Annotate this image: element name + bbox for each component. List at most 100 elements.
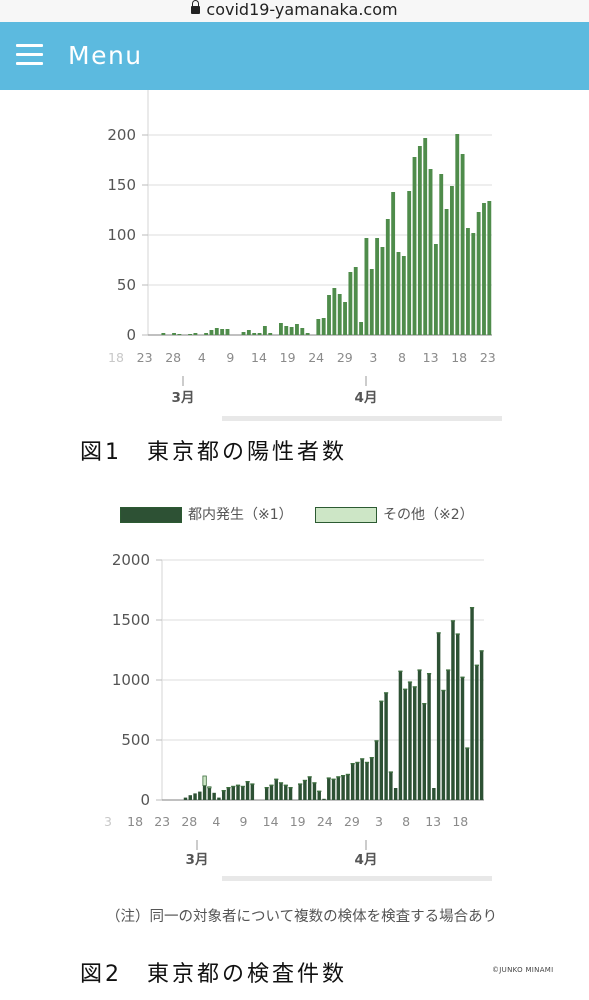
bar [236,785,240,800]
bar [188,795,192,800]
bar [487,201,492,335]
bar [217,797,221,800]
bar [288,788,293,800]
bar-other [450,620,456,622]
bar-other [455,633,460,635]
y-tick-label: 1500 [112,611,150,629]
bar-other [302,779,308,782]
bar [441,690,446,800]
bar-other [407,681,413,683]
x-tick-label: 9 [240,814,248,829]
bar [422,704,427,800]
bar-other [288,786,293,789]
bar [212,792,216,800]
bar [225,329,230,335]
bar [305,333,310,335]
bar-other [474,664,479,666]
top-nav-bar: Menu [0,22,589,90]
chart-scrollbar [222,876,492,881]
bar-other [231,785,236,788]
url-bar[interactable]: covid19-yamanaka.com [0,0,589,22]
month-label: 3月 [172,390,195,406]
x-tick-label: 4 [212,814,220,829]
bar-other [336,776,341,778]
bar [246,330,251,335]
bar [161,333,166,335]
bar [401,256,406,335]
bar [433,244,438,335]
bar [446,670,450,800]
x-tick-label: 23 [137,350,153,365]
bar-other [207,786,212,789]
x-tick-label: 24 [317,814,333,829]
positive-cases-chart: 0 50 100 150 200 18 23 28 4 9 14 19 24 29 3 8 13 18 23 3月… [107,90,502,421]
bar [321,318,326,335]
bar-other [274,778,279,780]
legend-label-other: その他（※2） [383,507,474,523]
bar [355,762,360,800]
x-tick-label: 4 [198,350,206,365]
bar [312,783,317,800]
bar [322,798,326,800]
bar [298,784,302,800]
bar-other [479,650,484,652]
x-tick-label: 13 [425,814,441,829]
bar [417,146,422,335]
bar-other [297,783,303,785]
month-label: 4月 [355,390,378,406]
bar-other [269,784,274,786]
x-tick-label: 19 [280,350,296,365]
bar [188,334,193,335]
bar [214,328,219,335]
bar [417,670,422,800]
menu-label[interactable]: Menu [68,41,143,70]
bar [336,777,341,800]
bar [300,328,305,335]
bar-other [312,782,317,784]
bar [341,776,345,800]
bar [408,682,412,800]
bar [348,272,353,335]
bar [466,228,470,335]
bar [436,633,441,800]
chart-legend: 都内発生（※1） その他（※2） [0,500,589,526]
bar-other [235,784,241,786]
bar [471,233,476,335]
legend-swatch-tokyo [120,507,182,523]
y-tick-label: 150 [107,176,136,194]
bar-other [250,783,255,785]
bar [360,759,364,800]
bar-other [436,632,441,634]
bar [456,634,460,800]
bar [384,693,388,800]
bar [226,788,231,800]
test-count-chart: 0 500 1000 1500 2000 3 18 23 28 4 9 14 19 24 29 3 8 13 18… [104,551,492,881]
bar-other [412,686,417,688]
hamburger-menu-icon[interactable] [16,44,44,66]
month-label: 3月 [186,852,209,868]
x-tick-label: 19 [290,814,306,829]
bar [193,793,197,800]
bar [398,671,403,800]
bar [460,154,465,335]
bar [332,288,337,335]
y-tick-label: 1000 [112,671,150,689]
bar [482,203,486,335]
x-tick-label: 13 [423,350,439,365]
bar-other [388,771,393,773]
x-tick-label: 3 [104,814,112,829]
bar [403,689,407,800]
bar [327,778,331,800]
bar-other [326,777,331,779]
bar-other [202,775,207,786]
bar [475,665,479,800]
bar [274,779,278,800]
bar [393,788,398,800]
bar [278,323,283,335]
bar-other [307,776,312,778]
bar [385,219,390,335]
bar-other [403,688,408,690]
x-tick-label: 18 [127,814,143,829]
bar-other [221,789,226,792]
bar-other [383,692,389,694]
